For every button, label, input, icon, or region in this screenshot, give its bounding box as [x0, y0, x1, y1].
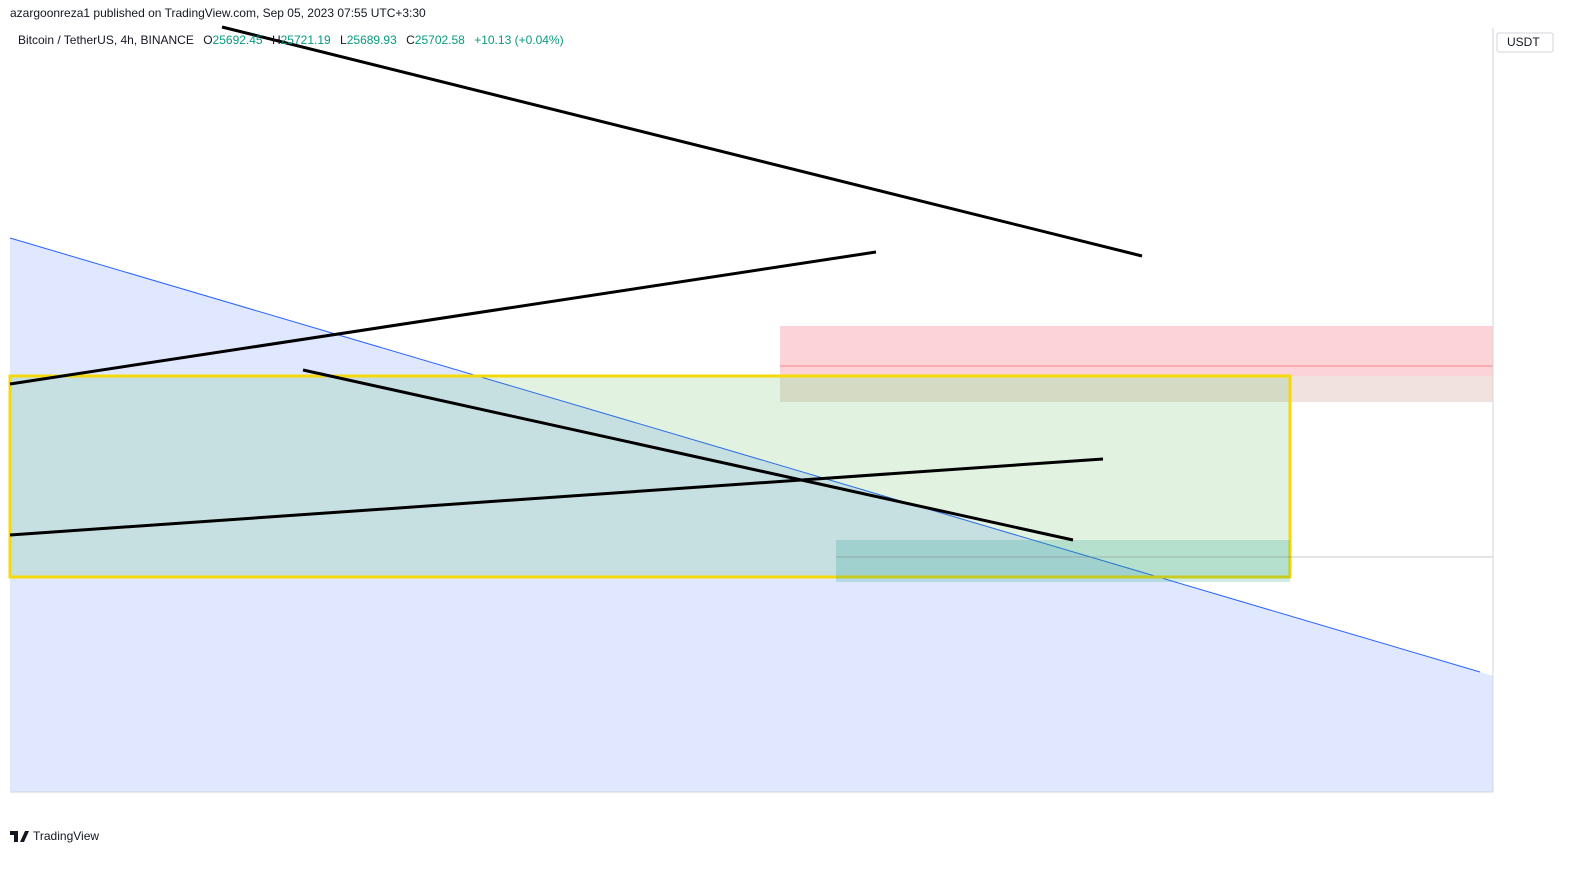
trendline [9, 250, 877, 386]
ohlc-value: 25689.93 [347, 33, 397, 47]
ohlc-value: 25702.58 [415, 33, 465, 47]
symbol: Bitcoin / TetherUS, 4h, BINANCE [18, 33, 194, 47]
ohlc-label: H [272, 33, 281, 47]
currency: USDT [1507, 35, 1540, 49]
target-zone [836, 540, 1290, 582]
drawings [8, 25, 1493, 792]
trendline [221, 25, 1143, 258]
symbol-line: Bitcoin / TetherUS, 4h, BINANCE O25692.4… [18, 33, 564, 47]
logo-part [20, 831, 29, 842]
ohlc-value: 25721.19 [281, 33, 331, 47]
blue-trendline [9, 237, 1481, 673]
logo [10, 831, 29, 842]
logo-part [14, 831, 18, 842]
change: +10.13 (+0.04%) [474, 33, 563, 47]
yellow-box [8, 374, 1292, 579]
stop-zone [780, 326, 1493, 376]
brand: TradingView [33, 829, 99, 843]
currency-box[interactable] [1496, 32, 1554, 53]
ohlc-label: L [340, 33, 347, 47]
stop-zone-overlap [780, 376, 1493, 402]
ohlc-label: O [203, 33, 212, 47]
trendline [9, 457, 1104, 537]
published-line: azargoonreza1 published on TradingView.c… [10, 6, 426, 20]
ohlc-label: C [406, 33, 415, 47]
ohlc-value: 25692.45 [213, 33, 263, 47]
trendline [302, 368, 1074, 542]
